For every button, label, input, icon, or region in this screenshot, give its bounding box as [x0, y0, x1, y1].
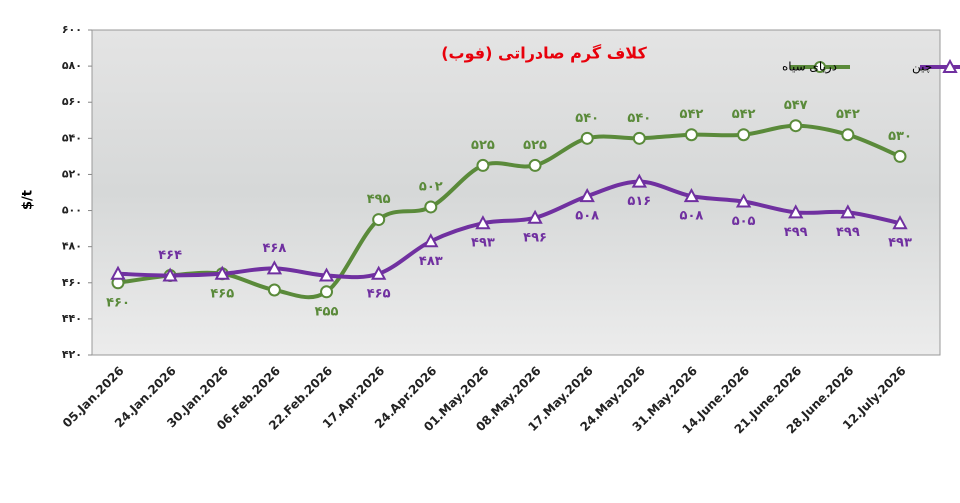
point [214, 265, 230, 280]
y-tick-label: ۴۲۰ [62, 348, 82, 361]
data-label: ۵۲۵ [523, 138, 547, 153]
y-tick-label: ۵۸۰ [62, 59, 82, 72]
data-label: ۴۹۵ [367, 192, 391, 207]
legend-marker [942, 58, 958, 73]
point [423, 233, 439, 248]
point [162, 267, 178, 282]
point [528, 158, 542, 172]
y-tick-label: ۵۶۰ [62, 95, 82, 108]
data-label: ۴۹۹ [784, 225, 808, 240]
data-label: ۵۳۰ [888, 129, 912, 144]
data-label: ۴۶۵ [367, 286, 391, 301]
data-label: ۴۵۵ [315, 304, 339, 319]
point [579, 188, 595, 203]
point [841, 128, 855, 142]
data-label: ۵۴۲ [680, 107, 704, 122]
y-tick-label: ۵۲۰ [62, 167, 82, 180]
data-label: ۴۶۸ [262, 241, 286, 256]
y-tick-label: ۵۴۰ [62, 131, 82, 144]
chart-title: کلاف گرم صادراتی (فوب) [441, 44, 647, 63]
data-label: ۵۰۲ [419, 179, 443, 194]
y-tick-label: ۵۰۰ [62, 204, 82, 217]
plot-area [91, 29, 941, 356]
point [789, 119, 803, 133]
point [527, 209, 543, 224]
data-label: ۴۶۵ [210, 286, 234, 301]
point [370, 265, 387, 280]
data-label: ۵۴۲ [732, 107, 756, 122]
data-label: ۴۹۶ [523, 230, 547, 245]
point [424, 200, 438, 214]
point [684, 128, 698, 142]
legend-marker [814, 61, 826, 73]
y-tick-label: ۴۸۰ [62, 240, 82, 253]
point [683, 188, 700, 203]
y-tick-label: ۴۶۰ [62, 276, 82, 289]
data-label: ۴۶۰ [106, 295, 130, 310]
legend-label: دریای سیاه [782, 60, 837, 75]
y-tick-label: ۶۰۰ [62, 23, 82, 36]
data-label: ۵۲۵ [471, 138, 495, 153]
point [735, 193, 752, 208]
point [266, 260, 283, 275]
point [632, 131, 646, 145]
data-label: ۵۰۵ [732, 214, 756, 229]
y-axis-label: $/t [21, 190, 36, 210]
data-label: ۴۹۳ [888, 236, 912, 251]
series-line [117, 123, 901, 300]
point [318, 267, 335, 282]
point [580, 131, 594, 145]
point [372, 213, 386, 227]
point [267, 283, 281, 297]
point [475, 215, 491, 230]
data-label: ۵۴۲ [836, 107, 860, 122]
point [893, 149, 907, 163]
point [840, 204, 856, 219]
point [892, 215, 908, 230]
point [110, 265, 126, 280]
point [788, 204, 804, 219]
point [476, 158, 490, 172]
legend-label: چین [912, 60, 932, 75]
data-label: ۵۱۶ [627, 194, 651, 209]
point [631, 173, 648, 188]
data-label: ۵۰۸ [680, 209, 704, 224]
data-label: ۴۹۹ [836, 225, 860, 240]
data-label: ۵۴۰ [575, 111, 599, 126]
point [737, 128, 751, 142]
data-label: ۴۶۴ [158, 248, 182, 263]
data-label: ۵۰۸ [575, 209, 599, 224]
data-label: ۵۴۰ [627, 111, 651, 126]
data-label: ۵۴۷ [784, 98, 808, 113]
point [320, 285, 334, 299]
y-tick-label: ۴۴۰ [62, 312, 82, 325]
data-label: ۴۹۳ [471, 236, 495, 251]
series-line [117, 179, 901, 280]
data-label: ۴۸۳ [419, 254, 443, 269]
